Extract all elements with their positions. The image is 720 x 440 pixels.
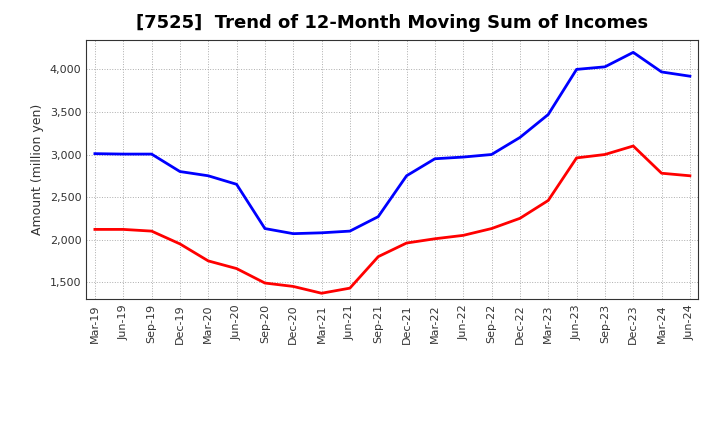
Ordinary Income xyxy=(119,151,127,157)
Net Income xyxy=(374,254,382,259)
Ordinary Income xyxy=(629,50,637,55)
Ordinary Income xyxy=(402,173,411,179)
Ordinary Income xyxy=(91,151,99,156)
Net Income xyxy=(402,240,411,246)
Y-axis label: Amount (million yen): Amount (million yen) xyxy=(32,104,45,235)
Ordinary Income xyxy=(459,154,467,160)
Ordinary Income xyxy=(544,112,552,117)
Net Income xyxy=(600,152,609,157)
Net Income xyxy=(431,236,439,242)
Net Income xyxy=(516,216,524,221)
Net Income xyxy=(91,227,99,232)
Ordinary Income xyxy=(318,230,326,235)
Ordinary Income xyxy=(431,156,439,161)
Net Income xyxy=(318,290,326,296)
Ordinary Income xyxy=(233,182,241,187)
Net Income xyxy=(261,280,269,286)
Net Income xyxy=(119,227,127,232)
Net Income xyxy=(685,173,694,179)
Ordinary Income xyxy=(572,67,581,72)
Ordinary Income xyxy=(374,214,382,219)
Net Income xyxy=(346,286,354,291)
Net Income xyxy=(204,258,212,264)
Ordinary Income xyxy=(261,226,269,231)
Net Income xyxy=(176,241,184,246)
Ordinary Income xyxy=(176,169,184,174)
Ordinary Income xyxy=(289,231,297,236)
Net Income xyxy=(572,155,581,161)
Ordinary Income xyxy=(657,70,666,75)
Ordinary Income xyxy=(600,64,609,70)
Title: [7525]  Trend of 12-Month Moving Sum of Incomes: [7525] Trend of 12-Month Moving Sum of I… xyxy=(136,15,649,33)
Net Income xyxy=(487,226,496,231)
Net Income xyxy=(459,233,467,238)
Net Income xyxy=(289,284,297,289)
Ordinary Income xyxy=(487,152,496,157)
Ordinary Income xyxy=(516,135,524,140)
Net Income xyxy=(544,198,552,203)
Net Income xyxy=(657,171,666,176)
Line: Ordinary Income: Ordinary Income xyxy=(95,52,690,234)
Ordinary Income xyxy=(148,151,156,157)
Line: Net Income: Net Income xyxy=(95,146,690,293)
Ordinary Income xyxy=(204,173,212,179)
Ordinary Income xyxy=(346,228,354,234)
Net Income xyxy=(148,228,156,234)
Net Income xyxy=(629,143,637,149)
Ordinary Income xyxy=(685,73,694,79)
Net Income xyxy=(233,266,241,271)
